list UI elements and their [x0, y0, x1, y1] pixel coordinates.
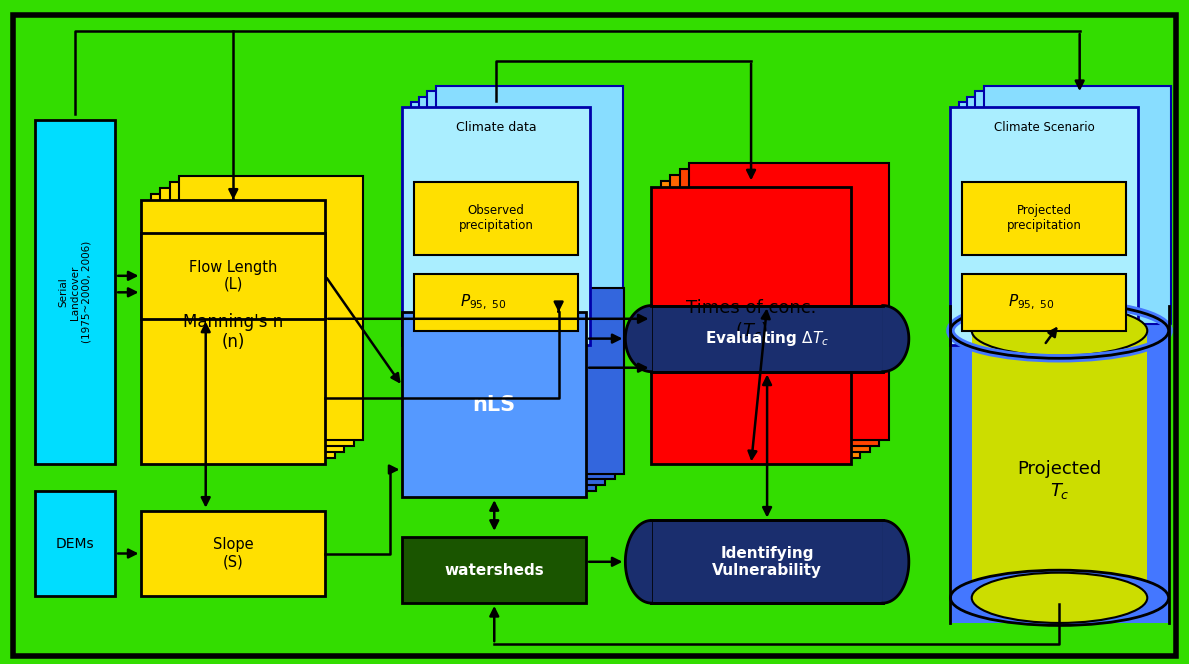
Bar	[971, 331, 1147, 598]
Bar	[950, 107, 1138, 345]
Bar	[170, 182, 353, 446]
Bar	[652, 521, 882, 603]
Bar	[671, 175, 869, 452]
Bar	[419, 96, 606, 335]
Text: DEMs: DEMs	[56, 537, 94, 550]
Bar	[427, 92, 615, 329]
Bar	[962, 274, 1126, 331]
Bar	[402, 312, 586, 497]
Ellipse shape	[971, 572, 1147, 623]
Text: watersheds: watersheds	[445, 562, 545, 578]
Text: Identifying
Vulnerability: Identifying Vulnerability	[712, 546, 822, 578]
Bar	[34, 491, 115, 596]
Bar	[962, 182, 1126, 255]
Text: $P_{95,\ 50}$: $P_{95,\ 50}$	[460, 293, 507, 312]
Bar	[950, 305, 1169, 623]
Bar	[971, 331, 1147, 598]
Bar	[435, 86, 623, 324]
Bar	[652, 305, 882, 372]
Bar	[958, 102, 1146, 340]
Text: Projected
precipitation: Projected precipitation	[1007, 205, 1082, 232]
Bar	[983, 86, 1171, 324]
Bar	[414, 182, 578, 255]
Text: Flow Length
(L): Flow Length (L)	[189, 260, 277, 292]
Polygon shape	[882, 305, 908, 372]
Bar	[414, 274, 578, 331]
Bar	[402, 107, 590, 345]
Text: Projected
$T_c$: Projected $T_c$	[1018, 459, 1102, 501]
Bar	[402, 537, 586, 603]
Bar	[141, 511, 326, 596]
Ellipse shape	[971, 305, 1147, 356]
Text: Climate data: Climate data	[455, 121, 536, 133]
Bar	[680, 169, 879, 446]
Bar	[151, 194, 335, 458]
Text: Observed
precipitation: Observed precipitation	[459, 205, 534, 232]
Bar	[430, 294, 615, 479]
Bar	[141, 233, 326, 319]
Bar	[421, 300, 605, 485]
Text: $P_{95,\ 50}$: $P_{95,\ 50}$	[1007, 293, 1055, 312]
Bar	[411, 306, 596, 491]
Polygon shape	[625, 521, 652, 603]
Bar	[440, 288, 624, 473]
Text: Manning's n
(n): Manning's n (n)	[183, 313, 283, 351]
Text: Times of conc.
$(T_c)$: Times of conc. $(T_c)$	[686, 299, 817, 341]
Text: Evaluating $\Delta T_c$: Evaluating $\Delta T_c$	[705, 329, 829, 348]
Bar	[410, 102, 598, 340]
Bar	[652, 187, 850, 464]
Ellipse shape	[950, 570, 1169, 625]
Bar	[690, 163, 888, 440]
Bar	[661, 181, 860, 458]
Bar	[161, 188, 344, 452]
Text: Climate Scenario: Climate Scenario	[994, 121, 1094, 133]
Text: nLS: nLS	[473, 394, 516, 415]
Text: Slope
(S): Slope (S)	[213, 537, 253, 570]
Polygon shape	[882, 521, 908, 603]
Text: Serial
Landcover
(1975~2000, 2006): Serial Landcover (1975~2000, 2006)	[58, 241, 92, 343]
Bar	[975, 92, 1163, 329]
Bar	[34, 120, 115, 464]
Polygon shape	[625, 305, 652, 372]
Bar	[967, 96, 1155, 335]
Bar	[180, 176, 363, 440]
Bar	[141, 200, 326, 464]
